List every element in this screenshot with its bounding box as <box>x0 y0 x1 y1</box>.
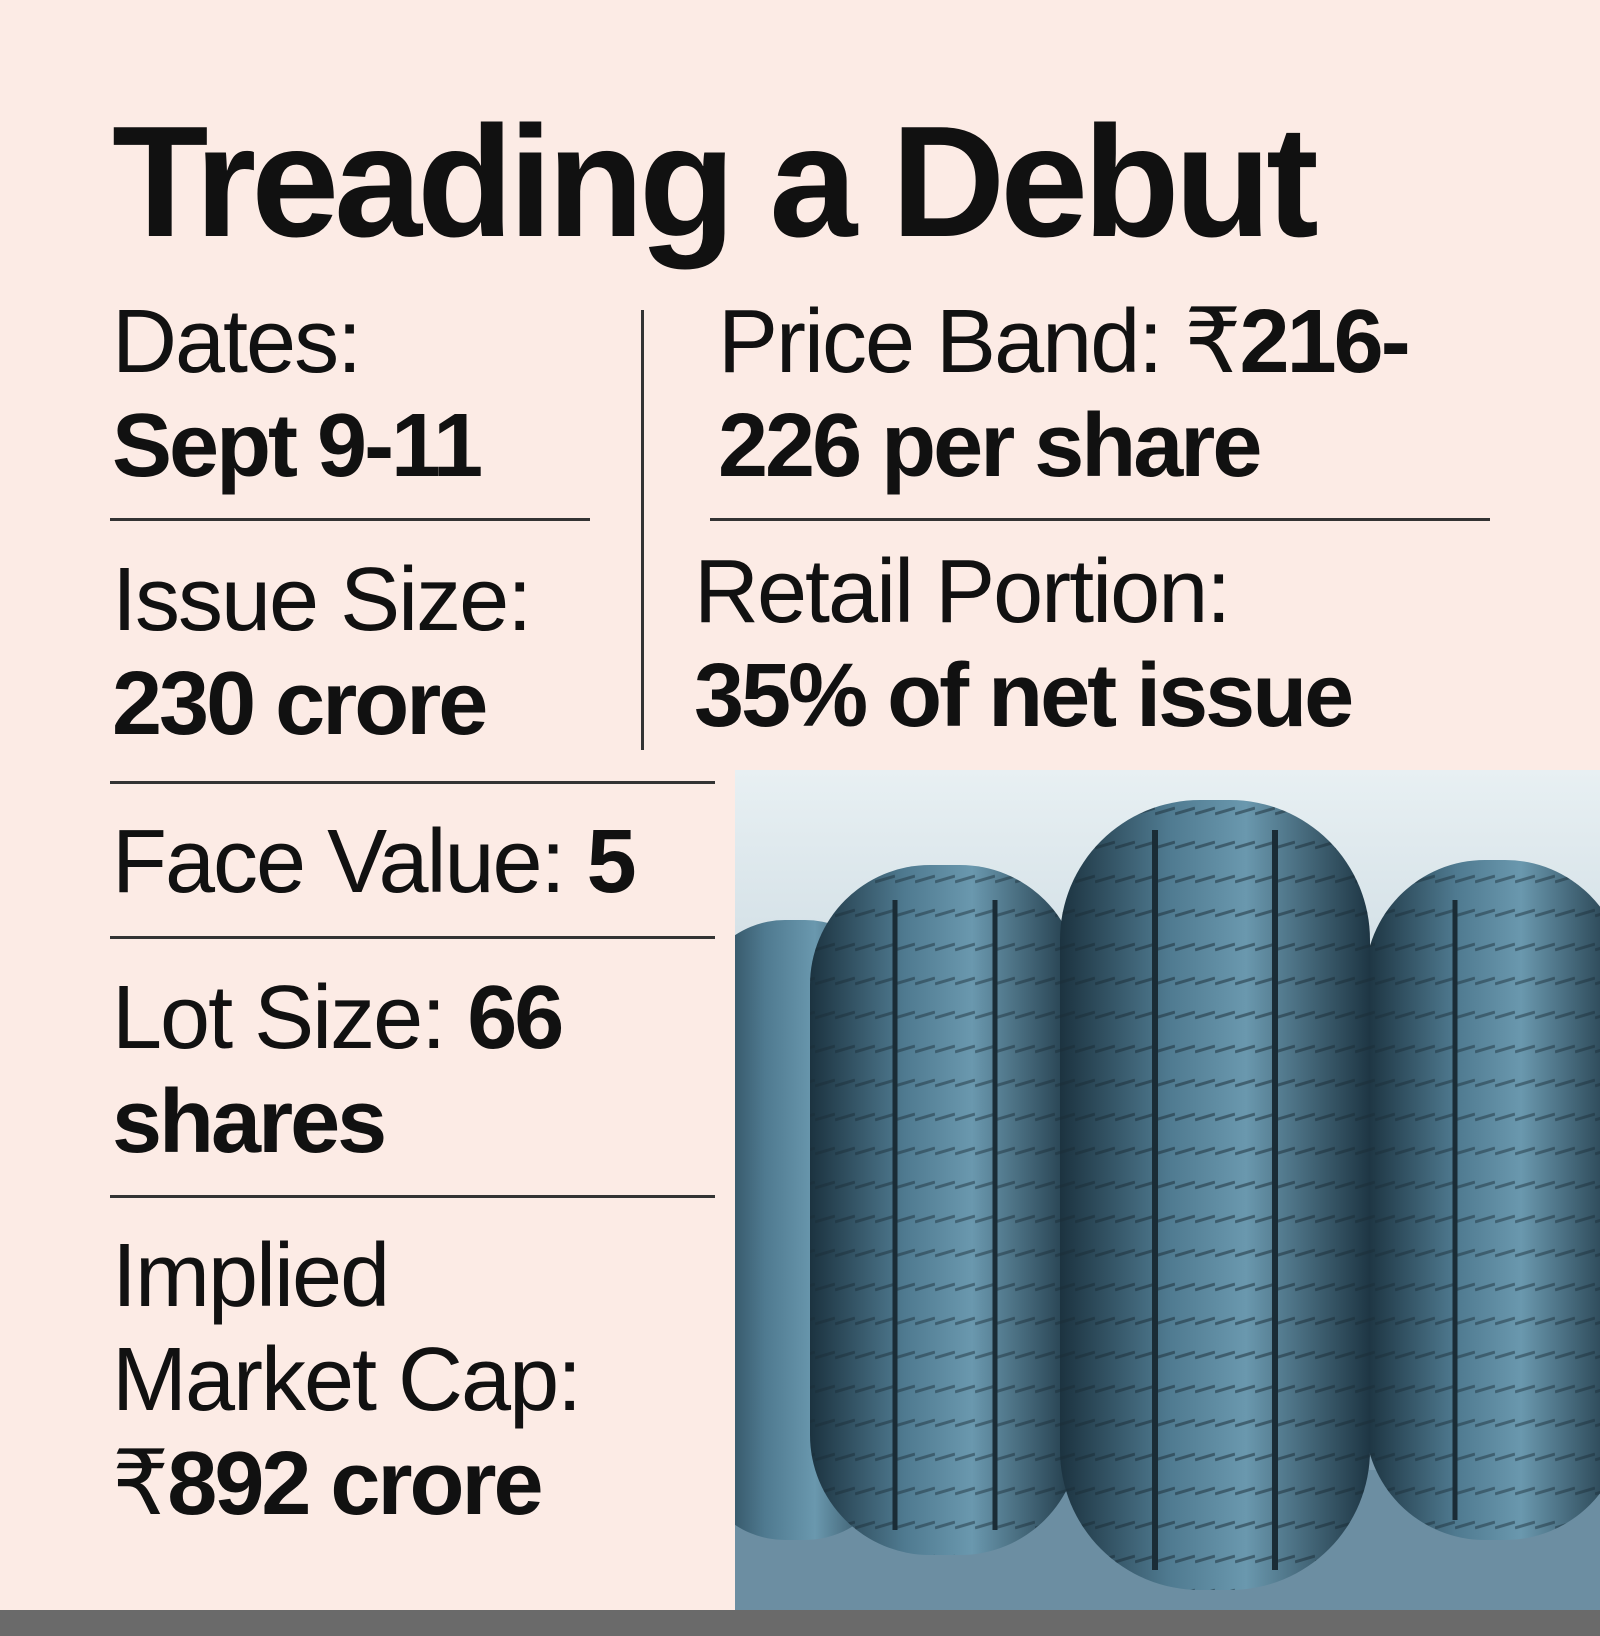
title: Treading a Debut <box>112 94 1319 270</box>
label: Dates: <box>112 292 362 392</box>
value: 5 <box>586 812 637 912</box>
info-block: Implied Market Cap: ₹892 crore <box>112 1224 672 1536</box>
divider <box>110 1195 715 1198</box>
divider <box>110 936 715 939</box>
value: 35% of net issue <box>694 646 1354 746</box>
info-block: Face Value: 5 <box>112 810 722 914</box>
tyres <box>735 800 1600 1590</box>
info-block: Price Band: ₹216-226 per share <box>718 290 1538 498</box>
currency: ₹ <box>112 1434 169 1534</box>
footer-bar <box>0 1610 1600 1636</box>
info-block: Issue Size: 230 crore <box>112 548 632 756</box>
divider <box>641 310 644 750</box>
info-block: Lot Size: 66 shares <box>112 966 672 1174</box>
label: Retail Portion: <box>694 542 1231 642</box>
divider <box>110 781 715 784</box>
value: 66 shares <box>112 968 564 1172</box>
currency: ₹ <box>1184 292 1241 392</box>
label: Face Value: <box>112 812 566 912</box>
info-block: Retail Portion: 35% of net issue <box>694 540 1574 748</box>
divider <box>710 518 1490 521</box>
value: Sept 9-11 <box>112 396 483 496</box>
divider <box>110 518 590 521</box>
tyre-photo <box>735 770 1600 1610</box>
label: Implied Market Cap: <box>112 1226 582 1430</box>
label: Price Band: <box>718 292 1163 392</box>
value: 892 crore <box>167 1434 543 1534</box>
label: Issue Size: <box>112 550 532 650</box>
info-block: Dates: Sept 9-11 <box>112 290 632 498</box>
value: 230 crore <box>112 654 488 754</box>
value: 216-226 per share <box>718 292 1411 496</box>
label: Lot Size: <box>112 968 446 1068</box>
